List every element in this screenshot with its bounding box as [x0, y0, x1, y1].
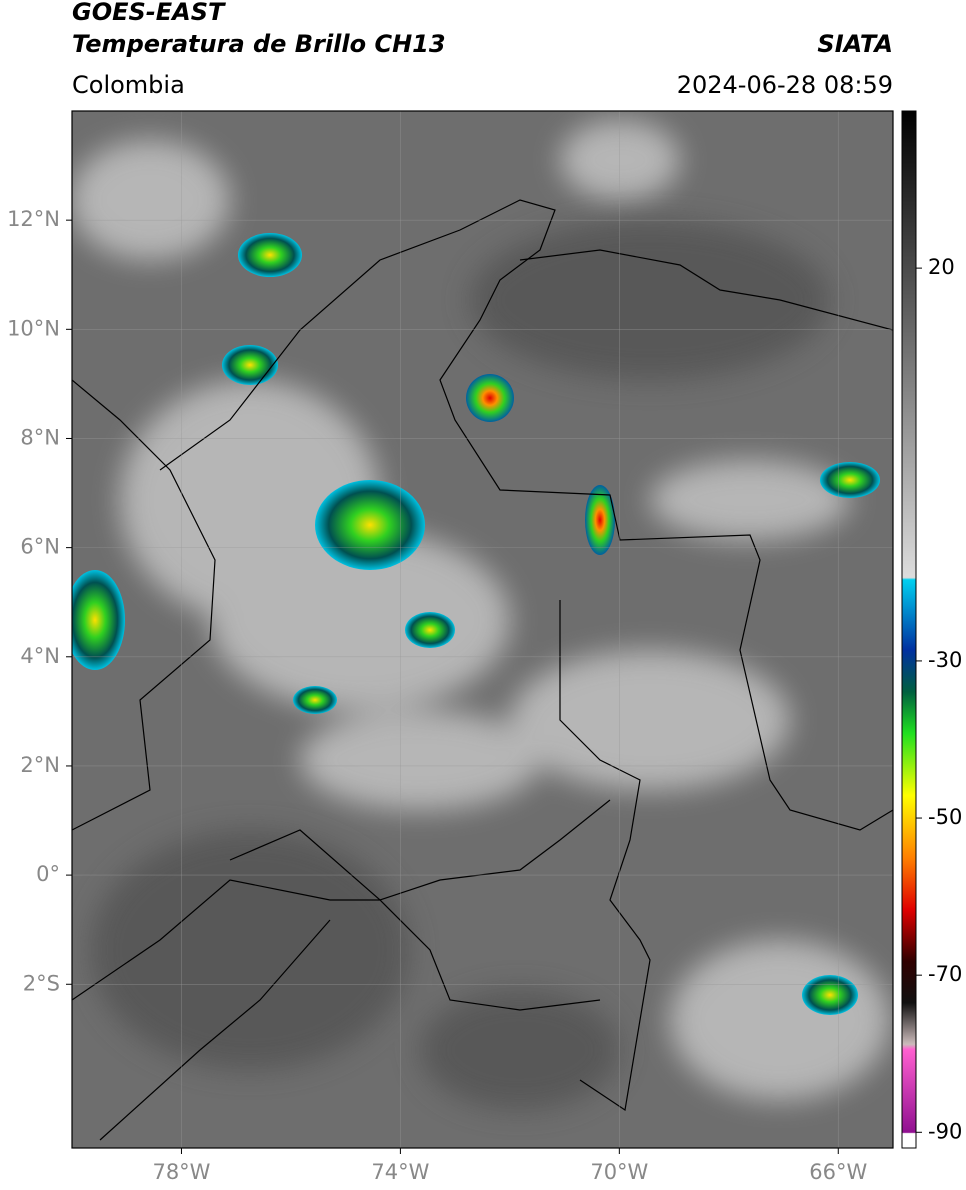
imagery: [72, 111, 893, 1148]
x-tick-label: 70°W: [590, 1160, 648, 1184]
colorbar-tick-label: 20: [928, 255, 955, 279]
borders: [72, 199, 893, 1141]
y-tick-label: 2°S: [23, 971, 60, 995]
y-tick-label: 12°N: [7, 207, 60, 231]
y-tick-label: 6°N: [20, 535, 60, 559]
y-tick-label: 10°N: [7, 316, 60, 340]
colorbar-tick-label: -70: [928, 962, 962, 986]
x-tick-label: 74°W: [371, 1160, 429, 1184]
y-tick-label: 4°N: [20, 644, 60, 668]
graticule: [72, 111, 893, 1148]
subtitle: Temperatura de Brillo CH13: [72, 30, 446, 58]
title: GOES-EAST: [72, 0, 226, 26]
colorbar-tick-label: -90: [928, 1119, 962, 1143]
x-tick-label: 66°W: [809, 1160, 867, 1184]
colorbar-tick-label: -50: [928, 805, 962, 829]
colorbar: [901, 110, 917, 1149]
source: SIATA: [817, 30, 893, 58]
region: Colombia: [72, 71, 185, 99]
y-tick-label: 2°N: [20, 753, 60, 777]
datetime: 2024-06-28 08:59: [677, 71, 893, 99]
x-tick-label: 78°W: [152, 1160, 210, 1184]
colorbar-tick-label: -30: [928, 648, 962, 672]
y-tick-label: 0°: [36, 862, 60, 886]
map-frame: [71, 110, 894, 1149]
y-tick-label: 8°N: [20, 425, 60, 449]
